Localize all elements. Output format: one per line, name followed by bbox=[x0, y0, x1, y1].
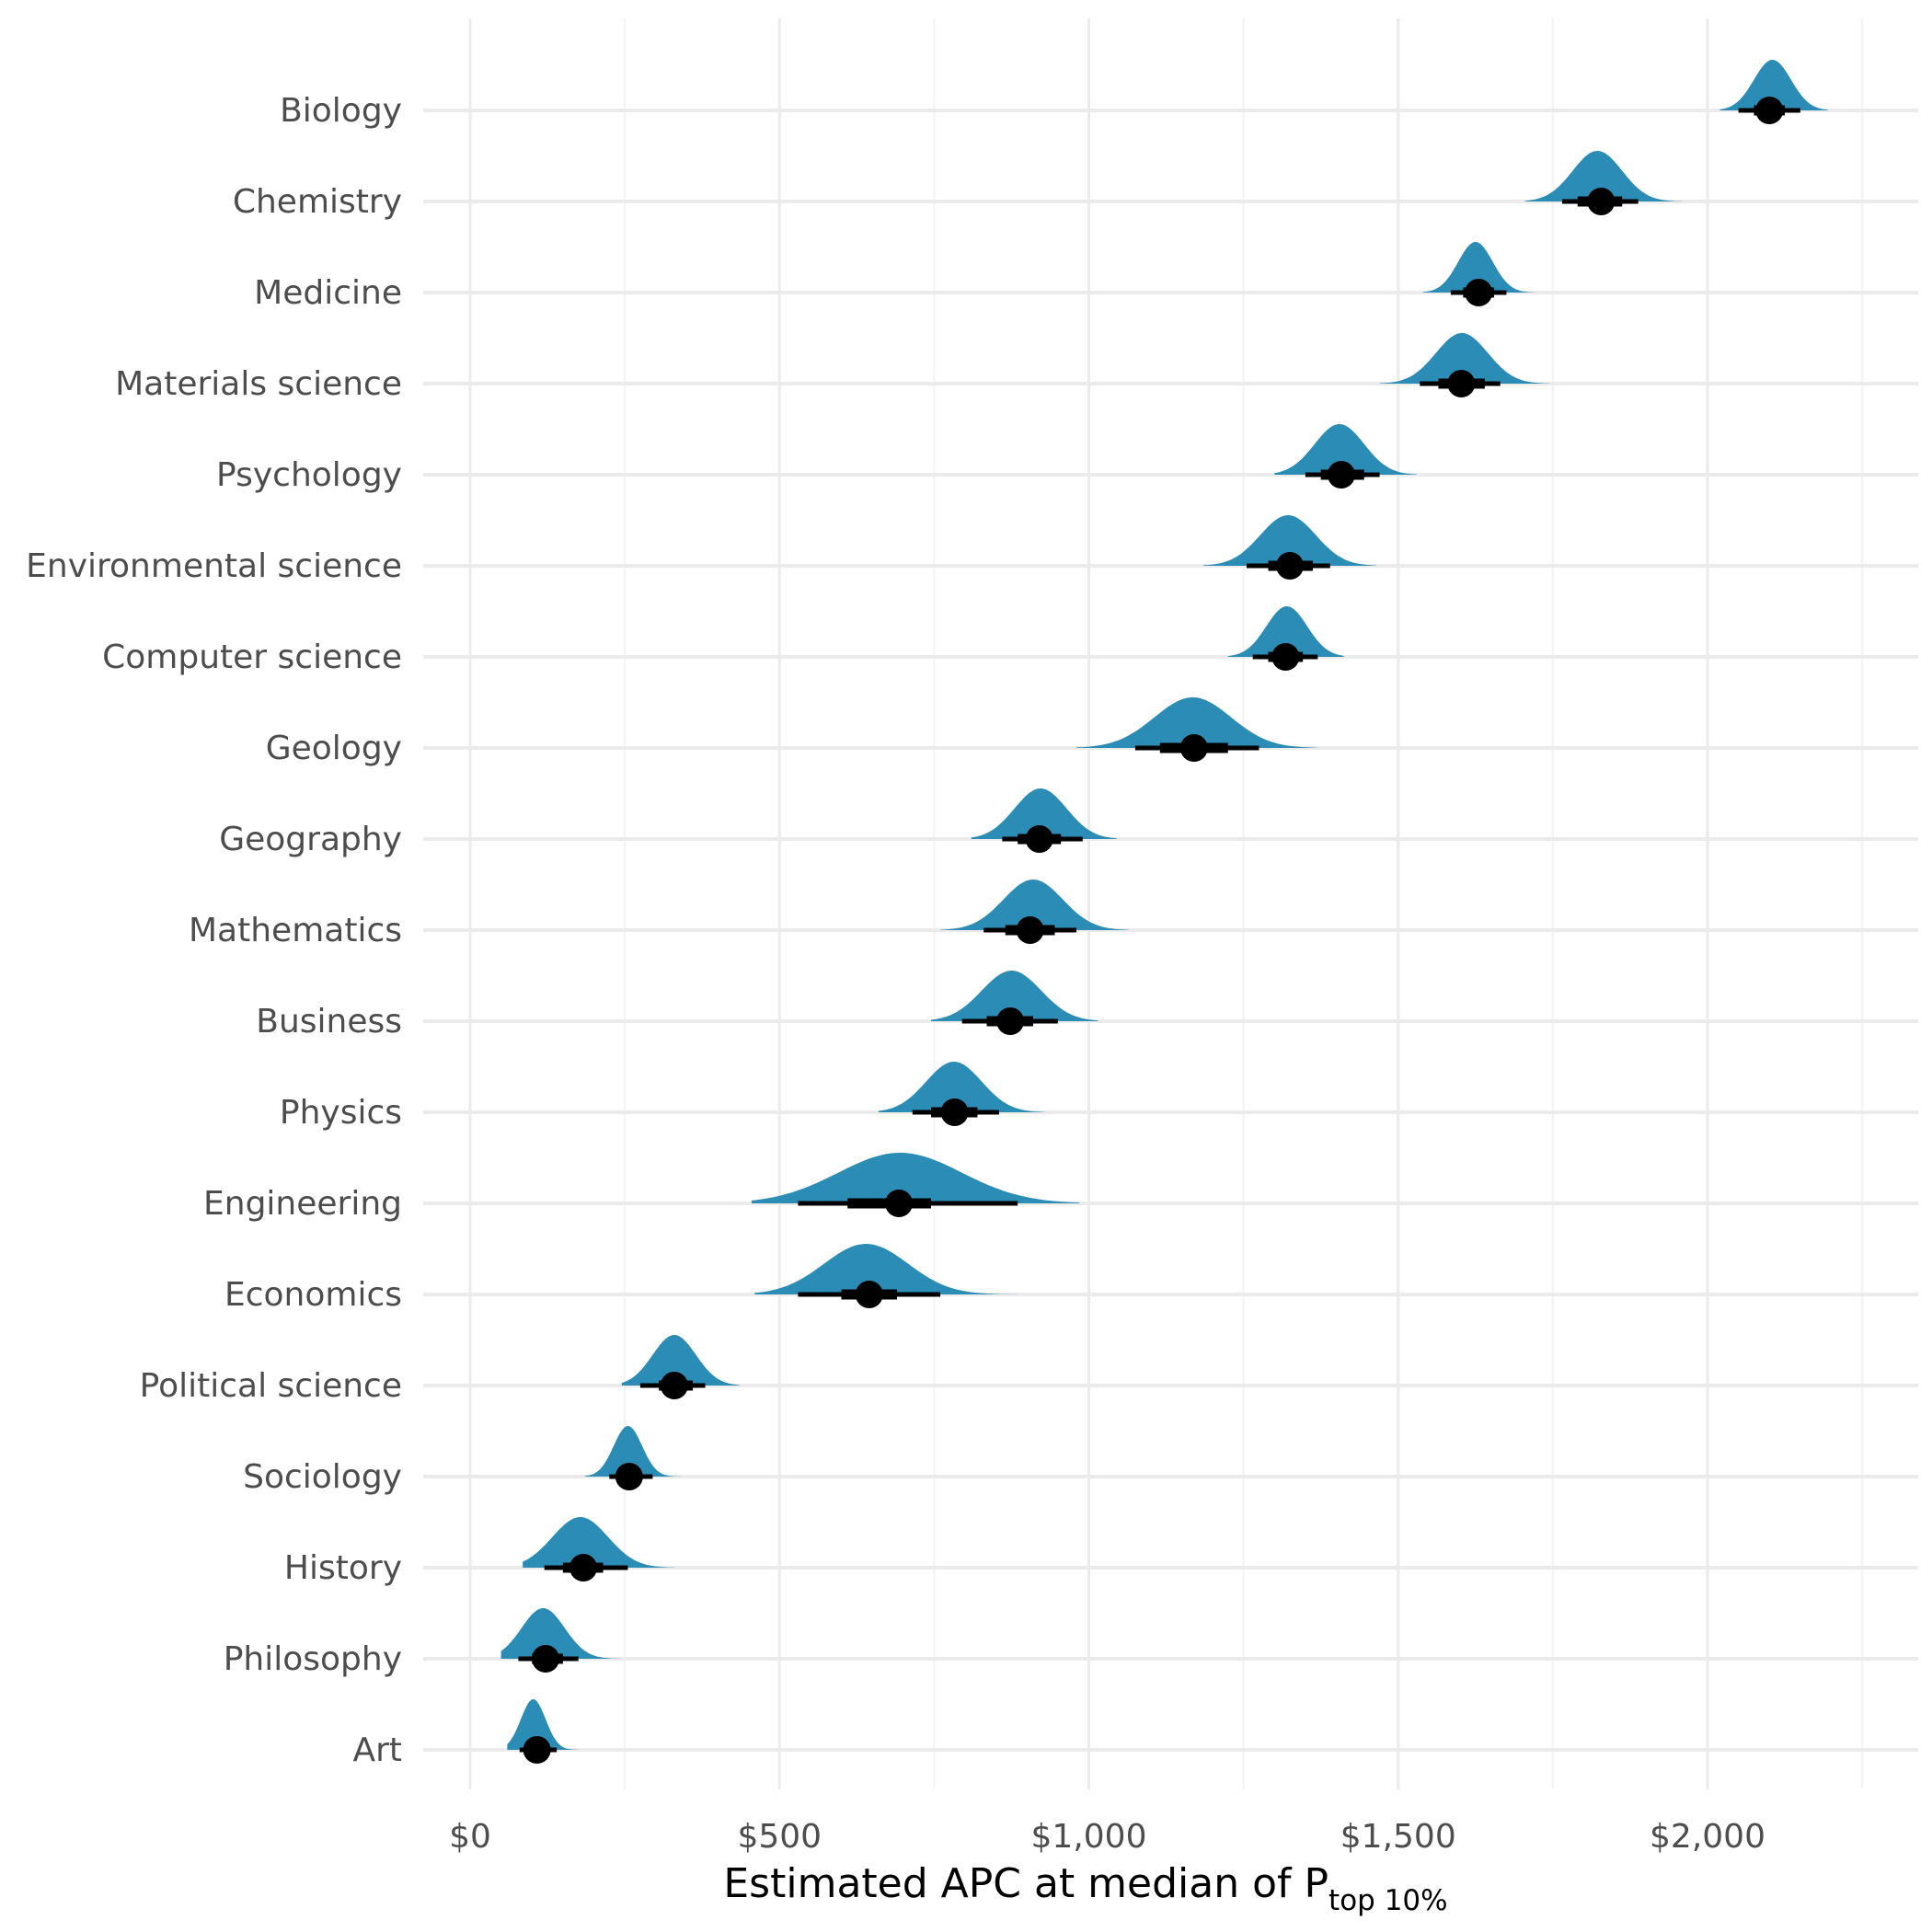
median-point bbox=[855, 1281, 883, 1308]
median-point bbox=[1587, 188, 1616, 215]
median-point bbox=[1327, 461, 1355, 489]
y-tick-label: Environmental science bbox=[26, 547, 402, 585]
density-shape bbox=[1379, 333, 1550, 384]
x-tick-label: $0 bbox=[449, 1818, 491, 1856]
halfeye-geology bbox=[1076, 697, 1318, 762]
halfeye-biology bbox=[1719, 60, 1829, 124]
median-point bbox=[1465, 279, 1493, 306]
halfeye-mathematics bbox=[940, 880, 1130, 944]
median-point bbox=[940, 1098, 969, 1126]
density-shape bbox=[940, 880, 1130, 930]
median-point bbox=[1179, 734, 1208, 762]
density-shape bbox=[621, 1335, 740, 1386]
halfeye-psychology bbox=[1274, 424, 1417, 489]
density-shape bbox=[500, 1608, 622, 1659]
y-tick-label: Art bbox=[352, 1731, 402, 1769]
x-tick-label: $500 bbox=[737, 1818, 822, 1856]
median-point bbox=[996, 1007, 1025, 1035]
density-shape bbox=[971, 788, 1117, 839]
median-point bbox=[885, 1190, 914, 1217]
x-axis-title-subscript: top 10% bbox=[1328, 1884, 1448, 1917]
density-shape bbox=[584, 1426, 687, 1477]
y-tick-label: Biology bbox=[280, 92, 402, 130]
density-shape bbox=[1076, 697, 1318, 748]
y-tick-label: Sociology bbox=[243, 1458, 402, 1496]
y-tick-label: Mathematics bbox=[189, 912, 402, 949]
y-tick-label: Physics bbox=[280, 1094, 402, 1132]
halfeye-geography bbox=[971, 788, 1117, 853]
halfeye-business bbox=[931, 971, 1098, 1035]
x-tick-label: $2,000 bbox=[1650, 1818, 1765, 1856]
y-axis-labels: Biology Chemistry Medicine Materials scienc… bbox=[26, 92, 402, 1769]
y-tick-label: Political science bbox=[140, 1367, 402, 1405]
halfeye-computer-science bbox=[1227, 606, 1344, 671]
density-shape bbox=[754, 1244, 1018, 1294]
grid-layer bbox=[423, 18, 1918, 1789]
median-point bbox=[660, 1372, 688, 1399]
density-shape bbox=[931, 971, 1098, 1021]
y-tick-label: Geography bbox=[219, 821, 402, 858]
x-axis-labels: $0 $500 $1,000 $1,500 $2,000 bbox=[449, 1818, 1765, 1856]
halfeye-economics bbox=[754, 1244, 1018, 1308]
median-point bbox=[1271, 643, 1300, 671]
median-point bbox=[569, 1554, 598, 1581]
median-point bbox=[615, 1463, 643, 1490]
halfeye-materials-science bbox=[1379, 333, 1550, 397]
y-tick-label: Philosophy bbox=[224, 1640, 402, 1678]
halfeye-chemistry bbox=[1524, 151, 1682, 215]
density-shape bbox=[1422, 242, 1535, 293]
density-shape bbox=[507, 1699, 581, 1750]
y-tick-label: Geology bbox=[266, 730, 402, 767]
halfeye-medicine bbox=[1422, 242, 1535, 306]
x-tick-label: $1,000 bbox=[1031, 1818, 1147, 1856]
density-shape bbox=[1202, 515, 1377, 566]
halfeye-history bbox=[523, 1517, 674, 1581]
x-tick-label: $1,500 bbox=[1340, 1818, 1456, 1856]
data-marks bbox=[500, 60, 1829, 1764]
y-tick-label: Business bbox=[256, 1003, 402, 1041]
halfeye-engineering bbox=[752, 1153, 1080, 1217]
halfeye-physics bbox=[878, 1062, 1046, 1126]
median-point bbox=[523, 1736, 551, 1764]
halfeye-sociology bbox=[584, 1426, 687, 1490]
median-point bbox=[1025, 825, 1053, 853]
density-shape bbox=[752, 1153, 1080, 1203]
y-tick-label: Materials science bbox=[115, 365, 402, 403]
halfeye-environmental-science bbox=[1202, 515, 1377, 580]
density-shape bbox=[1719, 60, 1829, 110]
median-point bbox=[1447, 370, 1476, 397]
median-point bbox=[532, 1645, 560, 1673]
halfeye-philosophy bbox=[500, 1608, 622, 1673]
y-tick-label: Economics bbox=[224, 1276, 402, 1314]
median-point bbox=[1755, 97, 1784, 124]
density-shape bbox=[1274, 424, 1417, 475]
y-tick-label: Psychology bbox=[216, 456, 402, 494]
y-tick-label: Chemistry bbox=[233, 183, 402, 221]
y-tick-label: Computer science bbox=[102, 638, 402, 676]
density-shape bbox=[523, 1517, 674, 1568]
density-shape bbox=[878, 1062, 1046, 1112]
halfeye-art bbox=[507, 1699, 581, 1764]
median-point bbox=[1276, 552, 1305, 580]
halfeye-political-science bbox=[621, 1335, 740, 1399]
x-axis-title: Estimated APC at median of Ptop 10% bbox=[723, 1860, 1447, 1917]
density-shape bbox=[1524, 151, 1682, 201]
y-tick-label: Engineering bbox=[203, 1185, 402, 1223]
y-tick-label: History bbox=[284, 1549, 402, 1587]
x-axis-title-main: Estimated APC at median of P bbox=[723, 1860, 1328, 1907]
y-tick-label: Medicine bbox=[254, 274, 402, 312]
density-shape bbox=[1227, 606, 1344, 657]
median-point bbox=[1016, 916, 1044, 944]
